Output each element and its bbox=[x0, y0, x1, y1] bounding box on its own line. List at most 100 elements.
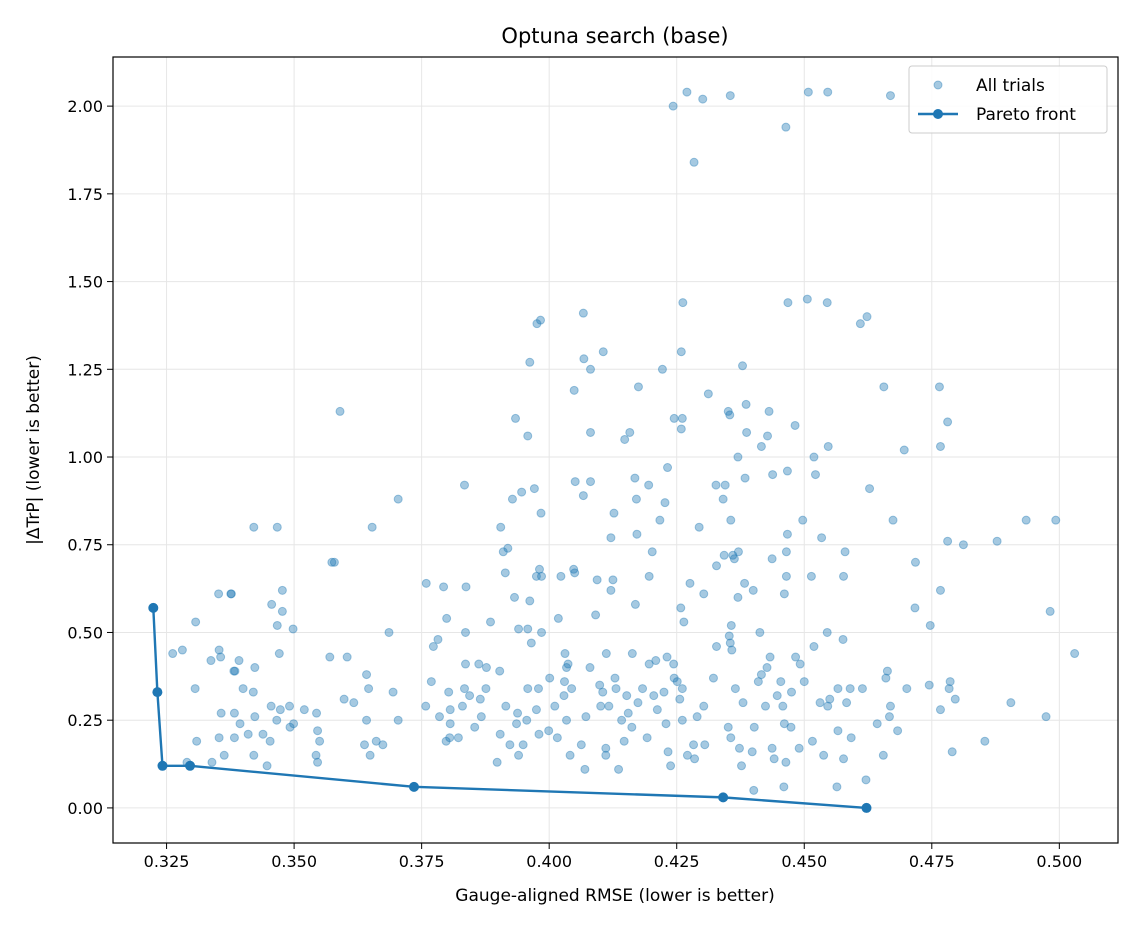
grid-lines bbox=[113, 57, 1118, 843]
trial-point bbox=[733, 592, 743, 602]
trial-point bbox=[514, 624, 524, 634]
x-tick-label: 0.500 bbox=[1036, 852, 1082, 871]
trial-point bbox=[230, 666, 240, 676]
x-tick-label: 0.325 bbox=[144, 852, 190, 871]
trial-point bbox=[426, 677, 436, 687]
trial-point bbox=[445, 705, 455, 715]
trial-point bbox=[342, 652, 352, 662]
trial-point bbox=[753, 677, 763, 687]
trial-point bbox=[794, 743, 804, 753]
trial-point bbox=[925, 620, 935, 630]
trial-point bbox=[578, 491, 588, 501]
trial-point bbox=[461, 627, 471, 637]
trial-point bbox=[272, 715, 282, 725]
trial-point bbox=[441, 736, 451, 746]
trial-point bbox=[556, 571, 566, 581]
trial-point bbox=[666, 761, 676, 771]
trial-point bbox=[219, 750, 229, 760]
trial-point bbox=[728, 550, 738, 560]
trial-point bbox=[786, 722, 796, 732]
trial-point bbox=[496, 522, 506, 532]
trial-point bbox=[958, 540, 968, 550]
trial-point bbox=[442, 613, 452, 623]
trial-point bbox=[764, 406, 774, 416]
trial-point bbox=[779, 782, 789, 792]
all-trials-series bbox=[168, 87, 1080, 795]
trial-point bbox=[503, 543, 513, 553]
trial-point bbox=[747, 747, 757, 757]
trial-point bbox=[507, 494, 517, 504]
trial-point bbox=[689, 740, 699, 750]
trial-point bbox=[899, 445, 909, 455]
trial-point bbox=[537, 627, 547, 637]
trial-point bbox=[719, 550, 729, 560]
trial-point bbox=[663, 747, 673, 757]
trial-point bbox=[327, 557, 337, 567]
trial-point bbox=[689, 157, 699, 167]
trial-point bbox=[550, 701, 560, 711]
trial-point bbox=[531, 705, 541, 715]
trial-point bbox=[562, 663, 572, 673]
trial-point bbox=[1070, 649, 1080, 659]
trial-point bbox=[509, 592, 519, 602]
trial-point bbox=[465, 691, 475, 701]
trial-point bbox=[790, 420, 800, 430]
trial-point bbox=[476, 712, 486, 722]
trial-point bbox=[168, 649, 178, 659]
trial-point bbox=[545, 673, 555, 683]
trial-point bbox=[486, 617, 496, 627]
pareto-point bbox=[185, 760, 196, 771]
trial-point bbox=[791, 652, 801, 662]
trial-point bbox=[730, 684, 740, 694]
trial-point bbox=[787, 687, 797, 697]
trial-point bbox=[445, 719, 455, 729]
trial-point bbox=[360, 740, 370, 750]
trial-point bbox=[749, 722, 759, 732]
legend-box bbox=[908, 65, 1108, 134]
trial-point bbox=[763, 431, 773, 441]
trial-point bbox=[229, 708, 239, 718]
trial-point bbox=[601, 750, 611, 760]
trial-point bbox=[699, 701, 709, 711]
trial-point bbox=[531, 571, 541, 581]
trial-point bbox=[644, 659, 654, 669]
trial-point bbox=[579, 354, 589, 364]
trial-point bbox=[708, 673, 718, 683]
trial-point bbox=[461, 582, 471, 592]
trial-point bbox=[459, 684, 469, 694]
trial-point bbox=[682, 750, 692, 760]
trial-point bbox=[935, 585, 945, 595]
trial-point bbox=[536, 315, 546, 325]
trial-point bbox=[378, 740, 388, 750]
trial-point bbox=[672, 677, 682, 687]
trial-point bbox=[644, 571, 654, 581]
trial-point bbox=[668, 101, 678, 111]
trial-point bbox=[737, 761, 747, 771]
trial-point bbox=[630, 599, 640, 609]
trial-point bbox=[625, 427, 635, 437]
trial-point bbox=[243, 729, 253, 739]
trial-point bbox=[272, 620, 282, 630]
trial-point bbox=[421, 578, 431, 588]
trial-point bbox=[544, 726, 554, 736]
trial-point bbox=[675, 694, 685, 704]
trial-point bbox=[365, 750, 375, 760]
trial-point bbox=[756, 441, 766, 451]
trial-point bbox=[885, 701, 895, 711]
trial-point bbox=[576, 740, 586, 750]
trial-point bbox=[313, 757, 323, 767]
trial-point bbox=[581, 712, 591, 722]
trial-point bbox=[756, 670, 766, 680]
trial-point bbox=[723, 722, 733, 732]
trial-point bbox=[248, 687, 258, 697]
trial-point bbox=[669, 659, 679, 669]
trial-point bbox=[1006, 698, 1016, 708]
trial-point bbox=[266, 701, 276, 711]
trial-point bbox=[562, 715, 572, 725]
trial-point bbox=[586, 477, 596, 487]
trial-point bbox=[265, 736, 275, 746]
trial-point bbox=[619, 736, 629, 746]
trial-point bbox=[288, 624, 298, 634]
trial-point bbox=[802, 294, 812, 304]
trial-point bbox=[623, 708, 633, 718]
